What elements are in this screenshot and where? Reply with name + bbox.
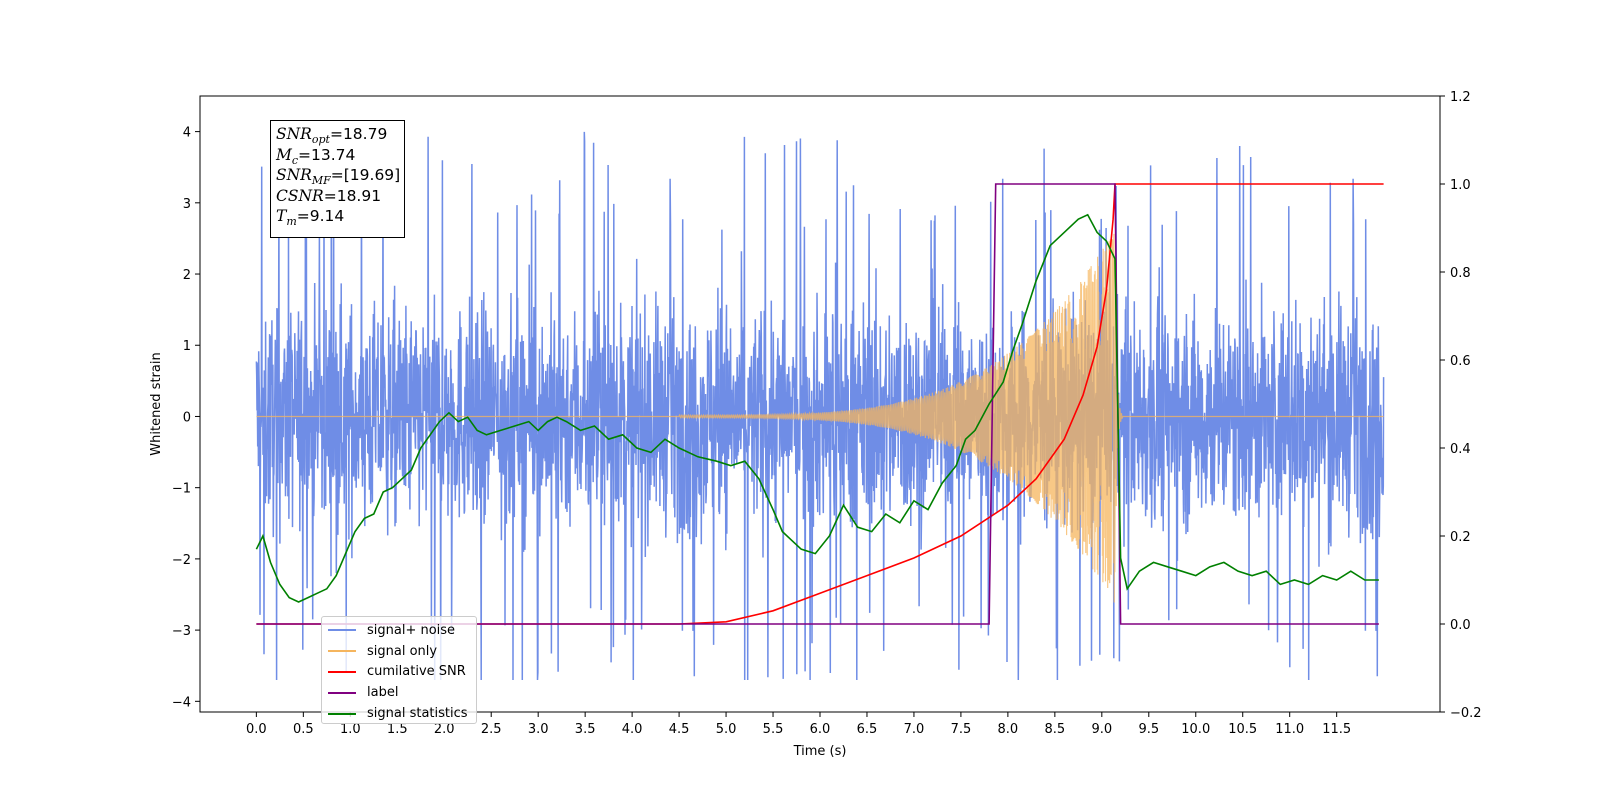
y2-tick-label: 1.0 (1450, 178, 1471, 193)
y2-tick-label: 0.2 (1450, 530, 1471, 545)
mc-line: Mc=13.74 (276, 145, 356, 167)
y-tick-label: −1 (172, 482, 191, 497)
legend-item-signal-noise: signal+ noise (328, 620, 476, 641)
plot-area (255, 131, 1385, 681)
legend-label: signal+ noise (367, 622, 456, 638)
legend-swatch (328, 629, 356, 632)
tm-line: Tm=9.14 (276, 207, 345, 229)
legend: signal+ noise signal only cumilative SNR… (321, 616, 477, 724)
series-label-line (256, 183, 1379, 625)
x-tick-label: 6.5 (857, 722, 878, 737)
stats-annotation-box: SNRopt=18.79 Mc=13.74 SNRMF=[19.69] CSNR… (270, 120, 405, 238)
legend-label: cumilative SNR (367, 664, 466, 680)
y-axis-label: Whitened strain (149, 352, 164, 455)
y-tick-label: 2 (183, 268, 191, 283)
y-tick-label: 0 (183, 410, 191, 425)
legend-item-cumulative-snr: cumilative SNR (328, 662, 476, 683)
y2-tick-label: 0.6 (1450, 354, 1471, 369)
series-cumulative-snr-line (256, 183, 1384, 625)
legend-swatch (328, 691, 356, 694)
legend-swatch (328, 670, 356, 673)
x-axis: 0.0 0.5 1.0 1.5 2.0 2.5 3.0 3.5 4.0 4.5 5.0 5.5 6.0 6… (246, 712, 1351, 737)
y-tick-label: 4 (183, 126, 191, 141)
x-tick-label: 2.0 (434, 722, 455, 737)
x-tick-label: 3.0 (528, 722, 549, 737)
x-tick-label: 8.5 (1045, 722, 1066, 737)
x-tick-label: 4.5 (669, 722, 690, 737)
x-tick-label: 11.0 (1275, 722, 1304, 737)
x-tick-label: 8.0 (998, 722, 1019, 737)
x-axis-label: Time (s) (793, 744, 847, 759)
x-tick-label: 10.0 (1181, 722, 1210, 737)
snr-opt-line: SNRopt=18.79 (276, 125, 388, 147)
legend-label: signal only (367, 643, 438, 659)
x-tick-label: 3.5 (575, 722, 596, 737)
y2-tick-label: 0.8 (1450, 266, 1471, 281)
legend-swatch (328, 650, 356, 653)
x-tick-label: 9.0 (1091, 722, 1112, 737)
y-tick-label: −4 (172, 695, 191, 710)
x-tick-label: 7.0 (904, 722, 925, 737)
y2-tick-label: −0.2 (1450, 706, 1482, 721)
x-tick-label: 7.5 (951, 722, 972, 737)
x-tick-label: 0.5 (293, 722, 314, 737)
y2-tick-label: 1.2 (1450, 90, 1471, 105)
y-axis-right: 1.2 1.0 0.8 0.6 0.4 0.2 0.0 −0.2 (1440, 90, 1482, 721)
legend-label: signal statistics (367, 706, 468, 722)
y-tick-label: −3 (172, 624, 191, 639)
y-tick-label: 3 (183, 197, 191, 212)
x-tick-label: 4.0 (622, 722, 643, 737)
x-tick-label: 1.5 (387, 722, 408, 737)
y-tick-label: −2 (172, 553, 191, 568)
legend-item-label: label (328, 682, 476, 703)
series-signal-statistics-line (255, 213, 1379, 603)
x-tick-label: 11.5 (1322, 722, 1351, 737)
legend-swatch (328, 712, 356, 715)
x-tick-label: 2.5 (481, 722, 502, 737)
x-tick-label: 6.0 (810, 722, 831, 737)
snr-mf-line: SNRMF=[19.69] (276, 166, 401, 188)
y2-tick-label: 0.4 (1450, 442, 1471, 457)
x-tick-label: 5.0 (716, 722, 737, 737)
x-tick-label: 1.0 (340, 722, 361, 737)
y-axis-left: 4 3 2 1 0 −1 −2 −3 −4 (172, 126, 200, 710)
series-signal-noise-line (255, 131, 1385, 681)
csnr-line: CSNR=18.91 (276, 186, 382, 205)
legend-item-signal-only: signal only (328, 641, 476, 662)
y2-tick-label: 0.0 (1450, 618, 1471, 633)
x-tick-label: 10.5 (1228, 722, 1257, 737)
x-tick-label: 9.5 (1138, 722, 1159, 737)
x-tick-label: 0.0 (246, 722, 267, 737)
legend-label: label (367, 685, 399, 701)
x-tick-label: 5.5 (763, 722, 784, 737)
legend-item-signal-statistics: signal statistics (328, 703, 476, 724)
y-tick-label: 1 (183, 339, 191, 354)
